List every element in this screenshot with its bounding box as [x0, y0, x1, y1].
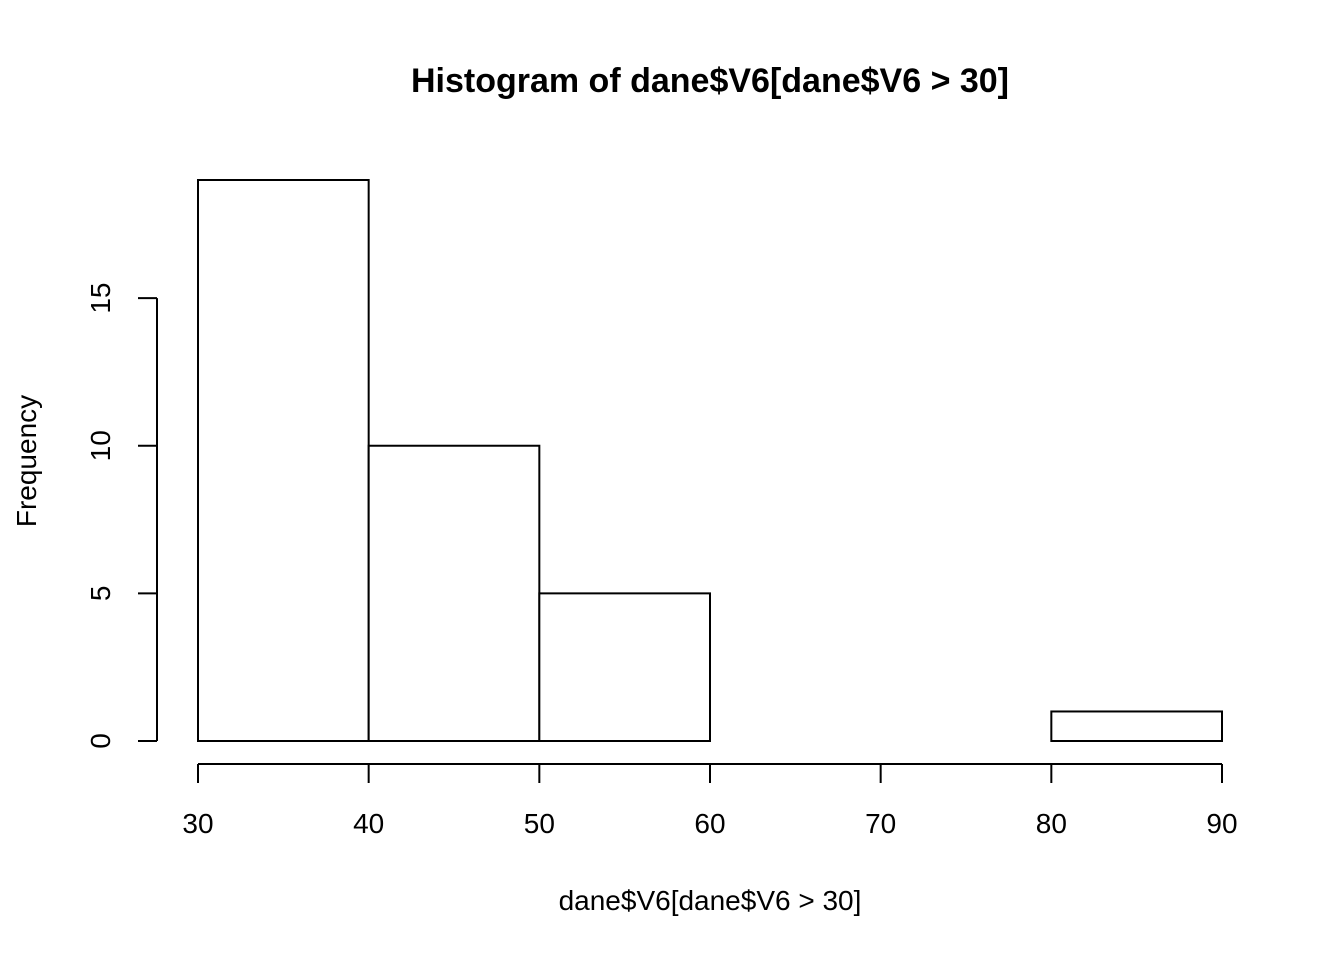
y-axis-label: Frequency	[11, 395, 42, 527]
histogram-bar-50-60	[538, 592, 711, 742]
x-tick-label-90: 90	[1206, 808, 1237, 839]
y-tick-label-0: 0	[85, 733, 116, 749]
x-tick-label-30: 30	[182, 808, 213, 839]
y-tick-label-10: 10	[85, 430, 116, 461]
x-tick-label-60: 60	[694, 808, 725, 839]
histogram-bar-30-40	[197, 179, 370, 742]
histogram-bar-40-50	[367, 444, 541, 742]
y-tick-label-5: 5	[85, 586, 116, 602]
chart-title: Histogram of dane$V6[dane$V6 > 30]	[411, 62, 1009, 100]
x-tick-label-50: 50	[524, 808, 555, 839]
x-tick-label-40: 40	[353, 808, 384, 839]
x-tick-label-70: 70	[865, 808, 896, 839]
histogram-bar-80-90	[1050, 710, 1224, 743]
x-tick-label-80: 80	[1036, 808, 1067, 839]
x-axis: 30 40 50 60 70 80 90	[182, 763, 1238, 839]
y-axis: 0 5 10 15	[85, 283, 158, 749]
x-axis-label: dane$V6[dane$V6 > 30]	[559, 885, 862, 916]
bars-group	[197, 179, 1224, 743]
y-tick-label-15: 15	[85, 283, 116, 314]
